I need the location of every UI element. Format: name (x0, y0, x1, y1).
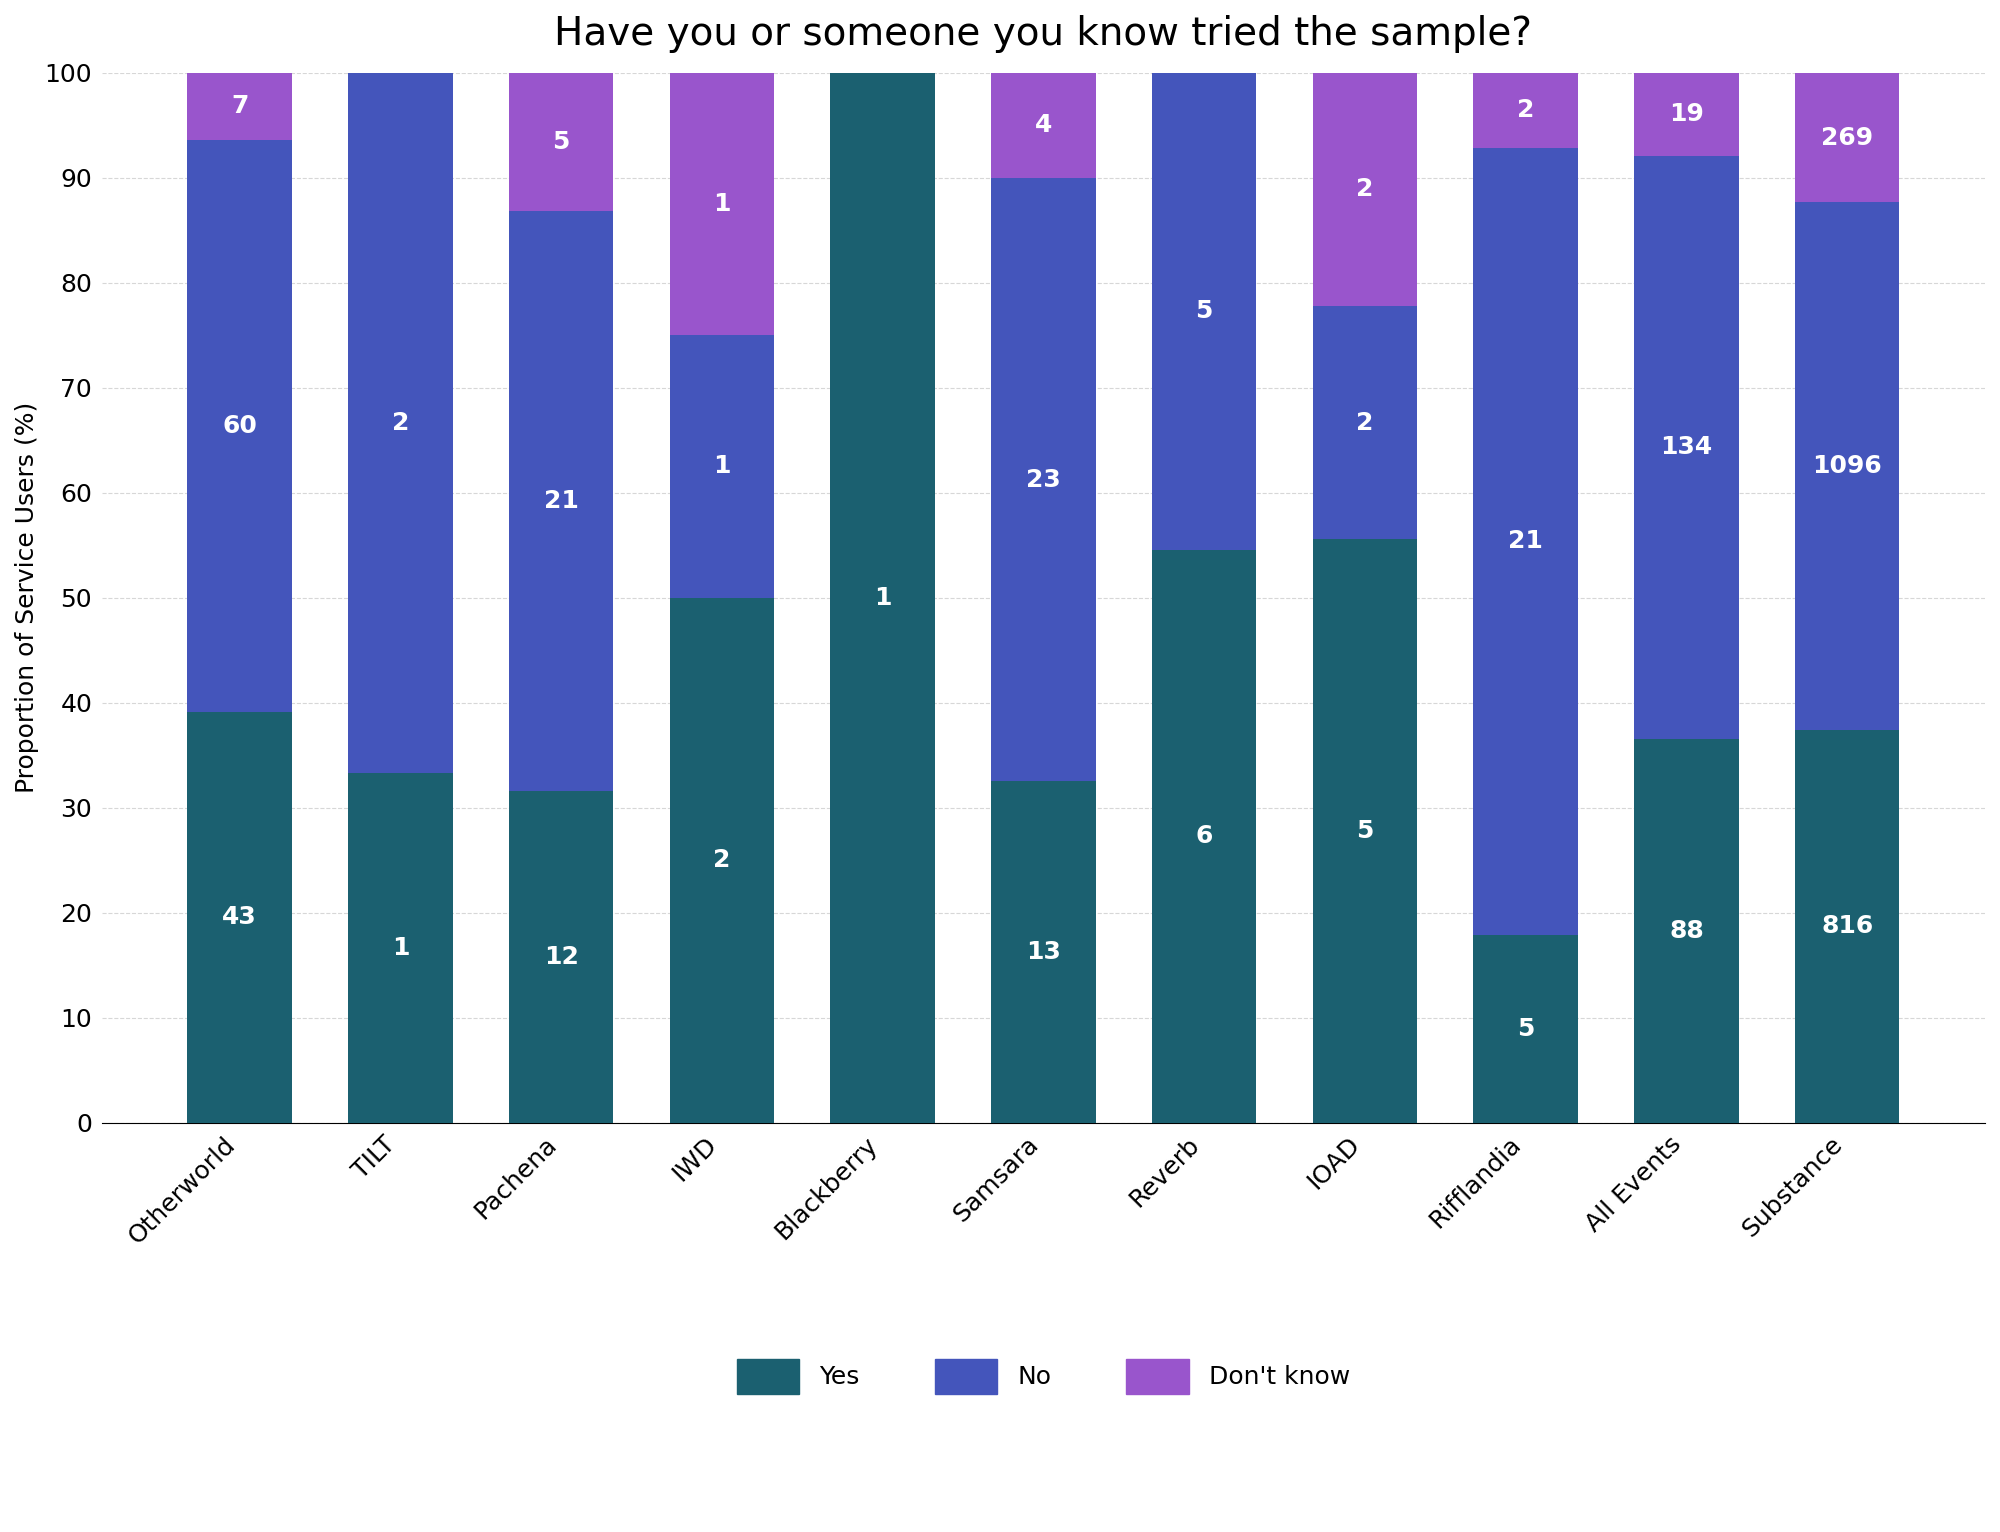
Text: 60: 60 (222, 414, 258, 438)
Bar (1474, 935, 1578, 1123)
Bar (508, 74, 614, 211)
Text: 6: 6 (1196, 824, 1212, 849)
Text: 1: 1 (392, 936, 410, 959)
Text: 5: 5 (552, 130, 570, 153)
Text: 23: 23 (1026, 467, 1060, 492)
Text: 5: 5 (1516, 1017, 1534, 1040)
Text: 1: 1 (714, 192, 730, 216)
Bar (1634, 156, 1738, 740)
Text: 12: 12 (544, 945, 578, 968)
Bar (1312, 539, 1418, 1123)
Y-axis label: Proportion of Service Users (%): Proportion of Service Users (%) (14, 401, 40, 794)
Bar (1152, 550, 1256, 1123)
Text: 269: 269 (1822, 126, 1874, 150)
Bar (508, 791, 614, 1123)
Title: Have you or someone you know tried the sample?: Have you or someone you know tried the s… (554, 15, 1532, 54)
Bar (670, 74, 774, 336)
Bar (1794, 202, 1900, 729)
Text: 2: 2 (714, 849, 730, 872)
Text: 21: 21 (1508, 530, 1544, 553)
Text: 21: 21 (544, 489, 578, 513)
Text: 13: 13 (1026, 941, 1060, 964)
Bar (348, 772, 452, 1123)
Bar (188, 139, 292, 712)
Text: 2: 2 (1356, 178, 1374, 201)
Text: 2: 2 (1356, 411, 1374, 435)
Bar (992, 74, 1096, 178)
Bar (670, 336, 774, 597)
Text: 19: 19 (1668, 103, 1704, 126)
Text: 7: 7 (232, 93, 248, 118)
Text: 816: 816 (1822, 915, 1874, 938)
Bar (188, 74, 292, 139)
Legend: Yes, No, Don't know: Yes, No, Don't know (726, 1348, 1360, 1403)
Bar (1474, 147, 1578, 935)
Bar (1474, 74, 1578, 147)
Bar (830, 74, 934, 1123)
Text: 1096: 1096 (1812, 453, 1882, 478)
Bar (1794, 74, 1900, 202)
Bar (1794, 729, 1900, 1123)
Bar (348, 74, 452, 772)
Text: 2: 2 (392, 411, 410, 435)
Text: 1: 1 (714, 455, 730, 478)
Bar (1312, 74, 1418, 306)
Bar (1312, 306, 1418, 539)
Bar (1152, 74, 1256, 550)
Text: 134: 134 (1660, 435, 1712, 460)
Bar (188, 712, 292, 1123)
Text: 88: 88 (1670, 919, 1704, 942)
Text: 5: 5 (1196, 299, 1212, 323)
Text: 2: 2 (1516, 98, 1534, 123)
Text: 5: 5 (1356, 820, 1374, 843)
Text: 43: 43 (222, 905, 258, 930)
Text: 4: 4 (1034, 113, 1052, 138)
Bar (992, 781, 1096, 1123)
Bar (670, 597, 774, 1123)
Bar (992, 178, 1096, 781)
Text: 1: 1 (874, 585, 892, 610)
Bar (508, 211, 614, 791)
Bar (1634, 740, 1738, 1123)
Bar (1634, 74, 1738, 156)
